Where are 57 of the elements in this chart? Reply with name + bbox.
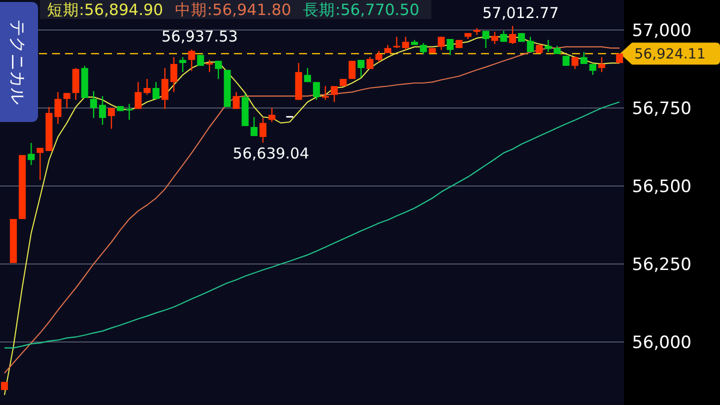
y-tick-label: 56,750: [632, 98, 692, 119]
candlestick: [366, 56, 374, 70]
y-tick-label: 57,000: [632, 20, 692, 41]
candlestick: [250, 116, 258, 137]
candlestick: [206, 59, 213, 73]
candlestick: [509, 25, 516, 45]
y-tick-label: 56,250: [632, 254, 692, 275]
candlestick: [312, 81, 320, 100]
annotation: 57,012.77: [482, 4, 559, 22]
annotation: 56,639.04: [232, 144, 310, 163]
text: 中期:56,941.80: [175, 1, 292, 19]
y-tick-label: 56,000: [632, 332, 692, 353]
candlestick: [500, 30, 508, 42]
candlestick: [54, 91, 62, 124]
candlestick: [491, 31, 498, 45]
candlestick: [179, 56, 186, 73]
candlestick: [544, 39, 552, 53]
candlestick: [420, 42, 427, 55]
candlestick: [126, 103, 133, 120]
candlestick: [36, 147, 44, 181]
candlestick: [358, 59, 365, 78]
candlestick: [144, 78, 151, 96]
candlestick: [322, 86, 329, 100]
candlestick: [90, 90, 98, 119]
candlestick: [580, 52, 588, 65]
candlestick: [268, 107, 276, 123]
candlestick: [438, 36, 445, 51]
candlestick: [571, 56, 578, 70]
candlestick: [161, 67, 168, 110]
candlestick: [28, 142, 35, 166]
candlestick: [598, 56, 606, 73]
text: 短期:56,894.90: [47, 1, 164, 19]
candlestick: [108, 107, 115, 130]
candlestick: [232, 91, 240, 110]
text: 長期:56,770.50: [303, 1, 420, 19]
candlestick: [99, 96, 106, 126]
candlestick: [214, 60, 222, 80]
candlestick: [375, 50, 382, 63]
candlestick: [526, 36, 534, 53]
candlestick: [134, 81, 142, 110]
y-tick-label: 56,500: [632, 176, 692, 197]
annotation: テクニカル: [7, 20, 27, 104]
candlestick: [170, 56, 178, 93]
candlestick: [63, 92, 70, 109]
ref-line-label: 56,924.11: [634, 46, 706, 63]
button: テクニカル: [0, 2, 38, 122]
annotation: 56,937.53: [161, 27, 238, 46]
candlestick: [348, 60, 356, 80]
candlestick: [330, 86, 338, 103]
candlestick: [402, 36, 410, 51]
candlestick: [393, 36, 400, 49]
candlestick: [188, 48, 196, 72]
candlestick: [304, 67, 312, 83]
candlestick: [152, 81, 160, 100]
candlestick: [446, 38, 454, 56]
candlestick: [259, 117, 266, 144]
candlestick: [482, 30, 490, 49]
